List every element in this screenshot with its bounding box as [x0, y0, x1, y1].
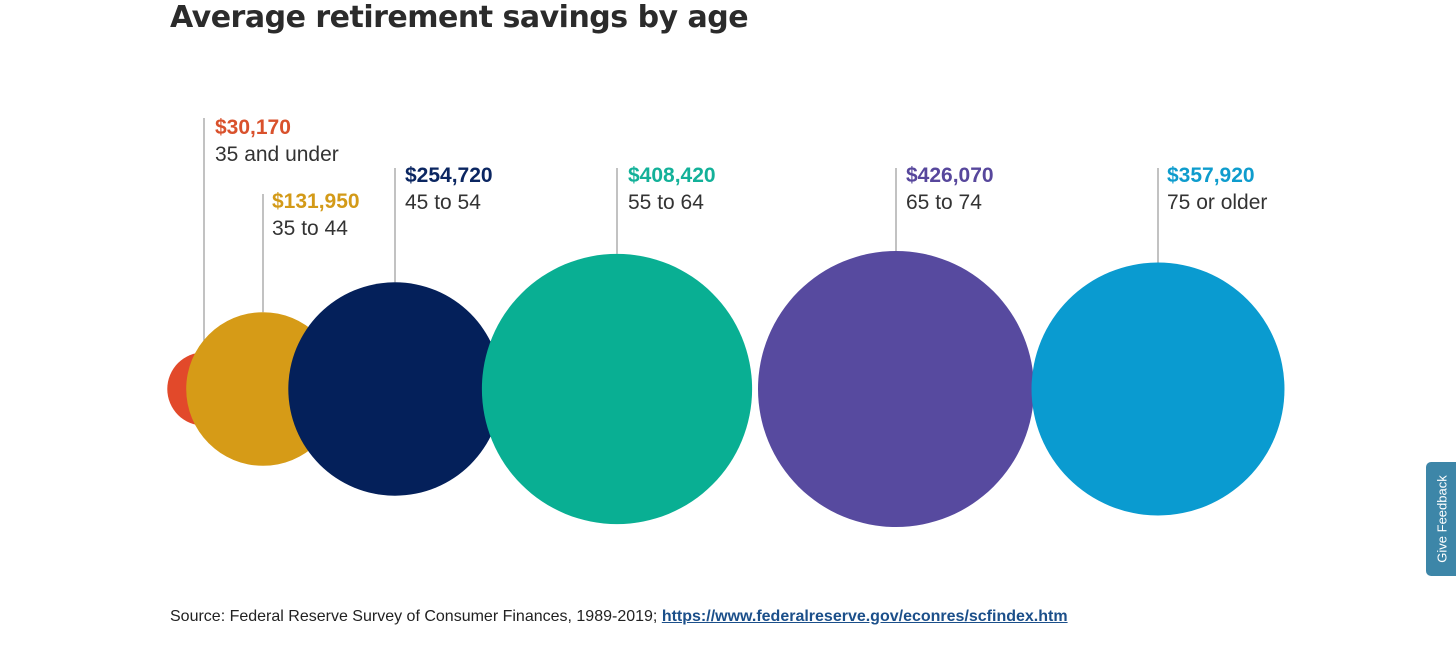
category-label: 45 to 54 [405, 191, 481, 214]
source-note: Source: Federal Reserve Survey of Consum… [170, 608, 1068, 626]
category-label: 35 and under [215, 143, 339, 166]
bubble-chart: $30,170 35 and under $131,950 35 to 44 $254,… [167, 116, 1285, 527]
source-text: Source: Federal Reserve Survey of Consum… [170, 608, 662, 625]
give-feedback-label: Give Feedback [1434, 475, 1450, 563]
category-label: 35 to 44 [272, 217, 348, 240]
source-link[interactable]: https://www.federalreserve.gov/econres/s… [661, 608, 1068, 625]
category-label: 55 to 64 [628, 191, 704, 214]
bubble [758, 251, 1034, 527]
category-label: 75 or older [1167, 191, 1267, 214]
chart-title: Average retirement savings by age [170, 0, 749, 35]
value-label: $30,170 [215, 116, 291, 139]
category-label: 65 to 74 [906, 191, 982, 214]
value-label: $408,420 [628, 164, 716, 187]
value-label: $426,070 [906, 164, 994, 187]
bubble [288, 282, 502, 496]
value-label: $357,920 [1167, 164, 1255, 187]
bubble [481, 253, 753, 525]
give-feedback-tab[interactable]: Give Feedback [1426, 462, 1456, 576]
value-label: $254,720 [405, 164, 493, 187]
bubble [1031, 262, 1285, 516]
value-label: $131,950 [272, 190, 360, 213]
